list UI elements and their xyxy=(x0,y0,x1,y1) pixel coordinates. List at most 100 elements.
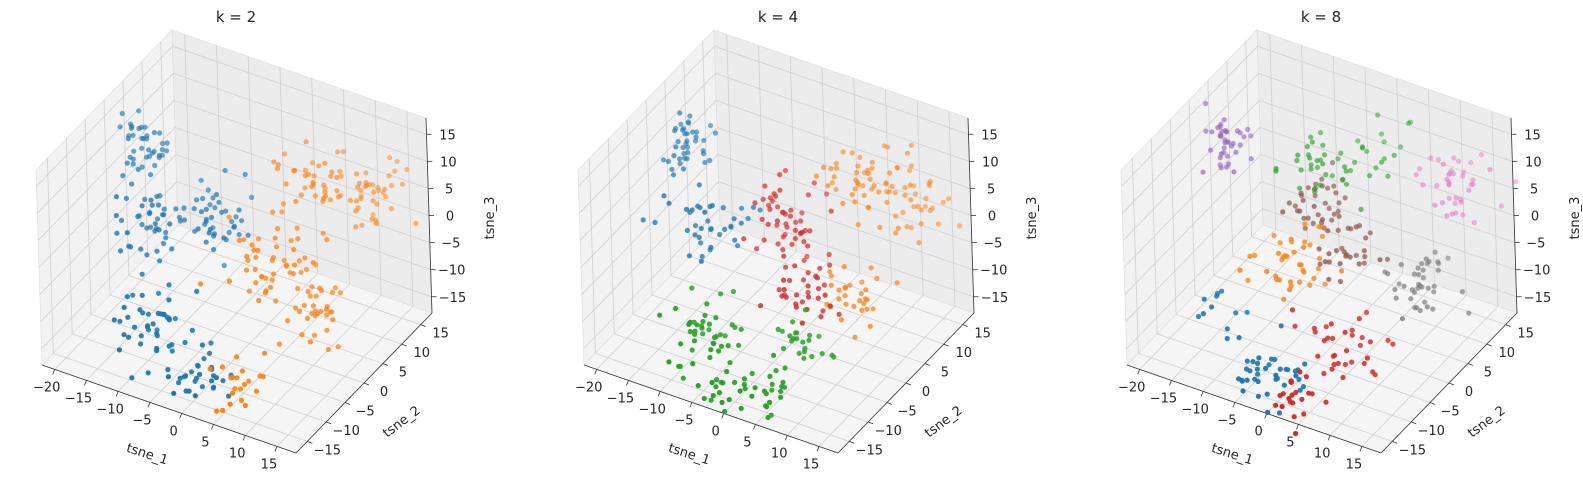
data-point-series-4 xyxy=(805,192,812,198)
data-point-series-4 xyxy=(1446,195,1452,201)
data-point-series-2 xyxy=(370,182,376,188)
data-point-series-2 xyxy=(1312,185,1318,191)
x-tick-label: 15 xyxy=(1346,457,1363,472)
data-point-series-2 xyxy=(239,368,245,374)
data-point-series-2 xyxy=(1309,139,1315,145)
data-point-series-1 xyxy=(166,282,172,288)
data-point-series-1 xyxy=(160,140,166,147)
data-point-series-1 xyxy=(1237,130,1243,136)
data-point-series-2 xyxy=(1273,166,1279,172)
data-point-series-3 xyxy=(1313,181,1319,187)
data-point-series-2 xyxy=(1364,148,1370,154)
data-point-series-1 xyxy=(113,212,119,219)
data-point-series-2 xyxy=(829,180,836,186)
data-point-series-1 xyxy=(685,149,691,156)
data-point-series-4 xyxy=(767,195,774,201)
data-point-series-4 xyxy=(782,211,788,217)
data-point-series-4 xyxy=(793,301,799,307)
y-tick-label: 10 xyxy=(956,346,973,361)
data-point-series-2 xyxy=(329,289,335,295)
data-point-series-2 xyxy=(370,198,376,204)
data-point-series-7 xyxy=(1390,341,1396,347)
data-point-series-3 xyxy=(780,379,786,385)
data-point-series-1 xyxy=(154,345,160,352)
data-point-series-1 xyxy=(135,166,141,172)
data-point-series-1 xyxy=(156,290,162,296)
data-point-series-1 xyxy=(188,369,195,375)
data-point-series-3 xyxy=(702,312,708,318)
data-point-series-4 xyxy=(761,237,767,243)
data-point-series-2 xyxy=(833,160,839,166)
x-tick-label: −5 xyxy=(674,413,693,428)
data-point-series-1 xyxy=(131,148,137,154)
data-point-series-2 xyxy=(269,277,275,283)
data-point-series-4 xyxy=(1513,179,1519,185)
data-point-series-1 xyxy=(213,375,219,381)
data-point-series-3 xyxy=(1315,212,1321,218)
data-point-series-1 xyxy=(706,157,713,163)
data-point-series-1 xyxy=(118,217,125,223)
data-point-series-3 xyxy=(692,328,698,334)
data-point-series-4 xyxy=(1434,182,1440,189)
x-tick-mark xyxy=(1200,391,1204,397)
data-point-series-1 xyxy=(195,363,201,369)
x-tick-mark xyxy=(115,391,119,397)
y-axis-label: tsne_2 xyxy=(380,403,423,441)
data-point-series-2 xyxy=(295,236,301,242)
data-point-series-1 xyxy=(169,348,175,354)
data-point-series-6 xyxy=(1273,273,1279,279)
data-point-series-1 xyxy=(186,388,192,394)
data-point-series-2 xyxy=(373,220,379,226)
data-point-series-3 xyxy=(1335,227,1341,233)
data-point-series-4 xyxy=(775,241,781,247)
data-point-series-1 xyxy=(686,253,693,259)
data-point-series-1 xyxy=(120,173,126,179)
data-point-series-4 xyxy=(780,247,786,253)
data-point-series-6 xyxy=(1311,275,1317,281)
data-point-series-4 xyxy=(817,265,823,271)
data-point-series-1 xyxy=(220,378,226,384)
x-tick-label: −20 xyxy=(575,380,602,395)
data-point-series-2 xyxy=(867,176,873,182)
data-point-series-4 xyxy=(1466,187,1472,193)
data-point-series-2 xyxy=(893,213,899,219)
data-point-series-1 xyxy=(677,160,683,167)
data-point-series-2 xyxy=(291,168,297,174)
data-point-series-2 xyxy=(253,280,259,286)
data-point-series-4 xyxy=(827,262,833,268)
y-tick-mark xyxy=(905,382,912,386)
data-point-series-2 xyxy=(1373,165,1379,171)
data-point-series-4 xyxy=(752,200,758,206)
x-tick-mark xyxy=(1296,424,1299,430)
data-point-series-4 xyxy=(776,287,782,293)
data-point-series-1 xyxy=(148,224,154,230)
data-point-series-1 xyxy=(164,148,170,154)
data-point-series-2 xyxy=(273,298,279,304)
data-point-series-1 xyxy=(124,294,130,300)
x-tick-label: −15 xyxy=(65,391,92,406)
data-point-series-4 xyxy=(762,183,768,189)
data-point-series-3 xyxy=(689,347,695,353)
data-point-series-1 xyxy=(163,235,169,241)
data-point-series-3 xyxy=(807,332,813,338)
data-point-series-1 xyxy=(1217,123,1223,130)
y-tick-label: 10 xyxy=(1499,346,1516,361)
data-point-series-7 xyxy=(1342,329,1348,335)
data-point-series-2 xyxy=(332,285,338,291)
data-point-series-6 xyxy=(1286,287,1293,293)
data-point-series-1 xyxy=(1233,149,1239,155)
x-tick-mark xyxy=(1137,369,1141,375)
data-point-series-2 xyxy=(256,297,262,304)
data-point-series-3 xyxy=(769,387,775,393)
data-point-series-3 xyxy=(1329,217,1335,223)
data-point-series-3 xyxy=(1361,260,1367,266)
data-point-series-2 xyxy=(1323,171,1329,178)
data-point-series-3 xyxy=(1322,259,1328,265)
data-point-series-4 xyxy=(1439,200,1446,206)
data-point-series-2 xyxy=(399,181,406,187)
data-point-series-4 xyxy=(1461,169,1467,175)
data-point-series-2 xyxy=(268,284,274,290)
data-point-series-3 xyxy=(710,393,716,399)
data-point-series-2 xyxy=(324,327,330,333)
data-point-series-2 xyxy=(311,332,318,338)
